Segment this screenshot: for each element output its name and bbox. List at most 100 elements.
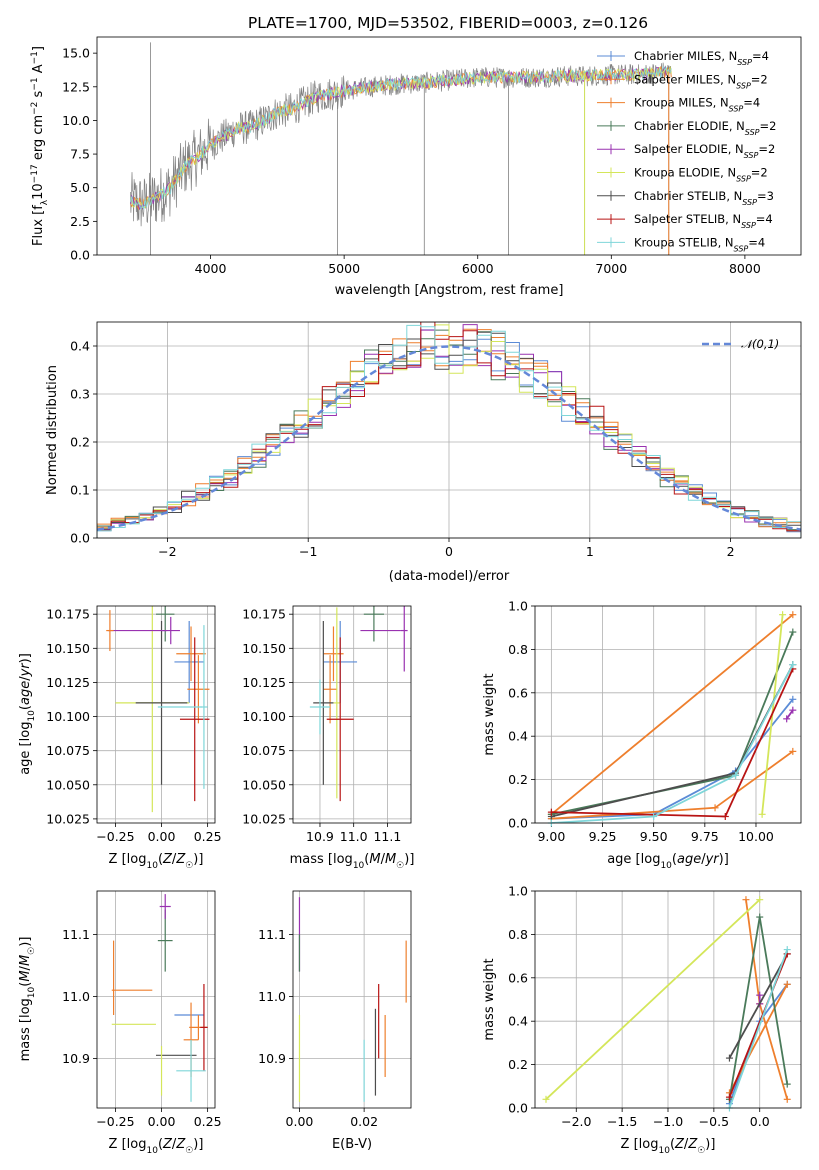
y-tick-label: 11.0 <box>62 989 90 1004</box>
x-axis-label: Z [log10(Z/Z☉)] <box>621 1137 716 1156</box>
massweight-vs-age-panel: 9.00 9.25 9.50 9.75 10.00 0.0 0.2 0.4 0.6 0.8 1.0 a… <box>482 599 802 871</box>
y-tick-label: 0.2 <box>508 1057 528 1072</box>
x-axis-label: Z [log10(Z/Z☉)] <box>109 1137 204 1156</box>
x-tick-label: 10.9 <box>306 829 334 844</box>
mass-vs-metallicity-panel: −0.25 0.00 0.25 10.9 11.0 11.1 Z [log10(Z/Z☉)]… <box>18 890 222 1156</box>
age-vs-mass-panel: 10.9 11.0 11.1 10.025 10.050 10.075 10.100 10.1… <box>242 605 415 871</box>
massweight-line <box>551 668 794 818</box>
y-tick-label: 11.1 <box>62 927 90 942</box>
massweight-line <box>551 664 794 823</box>
age-vs-metallicity-panel: −0.25 0.00 0.25 10.025 10.050 10.075 10.100 10.… <box>18 605 222 871</box>
y-tick-label: 0.2 <box>70 435 90 450</box>
x-tick-label: 9.50 <box>640 829 668 844</box>
y-tick-label: 10.025 <box>242 811 286 826</box>
x-tick-label: −1.5 <box>607 1114 637 1129</box>
y-tick-label: 10.175 <box>242 607 286 622</box>
y-axis-label: mass [log10(M/M☉)] <box>18 937 37 1062</box>
y-tick-label: 10.025 <box>46 811 90 826</box>
y-tick-label: 10.100 <box>242 709 286 724</box>
y-tick-label: 1.0 <box>508 599 528 614</box>
x-tick-label: 0.25 <box>194 829 222 844</box>
model-fit-line <box>130 65 672 209</box>
y-tick-label: 0.4 <box>508 729 528 744</box>
x-tick-label: −0.5 <box>699 1114 729 1129</box>
y-tick-label: 11.1 <box>258 927 286 942</box>
x-tick-label: 10.00 <box>738 829 774 844</box>
y-tick-label: 10.175 <box>46 607 90 622</box>
y-tick-label: 10.075 <box>242 743 286 758</box>
y-tick-label: 10.150 <box>46 641 90 656</box>
x-tick-label: 9.25 <box>589 829 617 844</box>
x-tick-label: −2.0 <box>561 1114 591 1129</box>
x-axis-label: mass [log10(M/M☉)] <box>290 852 415 871</box>
y-axis-label: Normed distribution <box>45 365 60 495</box>
legend-label: 𝒩(0,1) <box>741 337 779 351</box>
y-tick-label: 0.8 <box>508 642 528 657</box>
y-tick-label: 0.2 <box>508 772 528 787</box>
massweight-line <box>745 899 789 1100</box>
massweight-line <box>728 953 788 1059</box>
y-tick-label: 0.8 <box>508 927 528 942</box>
spectrum-panel: 4000 5000 6000 7000 8000 0.0 2.5 5.0 7.5 10.0 12.5… <box>30 36 802 298</box>
massweight-line <box>550 614 794 815</box>
y-tick-label: 2.5 <box>70 214 90 229</box>
x-tick-label: −2 <box>158 544 176 559</box>
y-tick-label: 10.050 <box>242 777 286 792</box>
legend-label: Kroupa STELIB, NSSP=4 <box>634 235 765 253</box>
axes-frame <box>96 605 216 824</box>
y-tick-label: 10.150 <box>242 641 286 656</box>
mass-vs-ebv-panel: 0.00 0.02 10.9 11.0 11.1 E(B-V) <box>258 890 412 1152</box>
histogram-series <box>97 324 801 538</box>
x-tick-label: 7000 <box>595 261 627 276</box>
x-tick-label: 0.0 <box>750 1114 770 1129</box>
x-tick-label: 0.00 <box>286 1114 314 1129</box>
legend-label: Chabrier MILES, NSSP=4 <box>634 49 769 67</box>
y-axis-label: mass weight <box>482 958 497 1040</box>
y-tick-label: 10.0 <box>62 113 90 128</box>
x-tick-label: 0.00 <box>148 1114 176 1129</box>
y-tick-label: 0.6 <box>508 685 528 700</box>
massweight-line <box>545 899 761 1100</box>
y-tick-label: 7.5 <box>70 147 90 162</box>
massweight-line <box>728 949 789 1108</box>
x-tick-label: 2 <box>727 544 735 559</box>
x-tick-label: 1 <box>586 544 594 559</box>
x-tick-label: 6000 <box>462 261 494 276</box>
massweight-line <box>551 631 794 816</box>
legend-label: Salpeter STELIB, NSSP=4 <box>634 212 773 230</box>
y-tick-label: 10.075 <box>46 743 90 758</box>
y-axis-label: mass weight <box>482 673 497 755</box>
y-tick-label: 10.100 <box>46 709 90 724</box>
massweight-line <box>785 709 794 720</box>
legend-label: Kroupa MILES, NSSP=4 <box>634 96 760 114</box>
normal-reference-curve <box>97 345 801 531</box>
y-tick-label: 0.3 <box>70 387 90 402</box>
axes-frame <box>96 321 802 539</box>
x-axis-label: wavelength [Angstrom, rest frame] <box>335 283 564 298</box>
x-axis-label: (data-model)/error <box>389 569 510 584</box>
x-axis-label: E(B-V) <box>332 1137 372 1152</box>
y-tick-label: 0.0 <box>508 816 528 831</box>
x-tick-label: 11.1 <box>373 829 401 844</box>
x-axis-label: Z [log10(Z/Z☉)] <box>109 852 204 871</box>
figure-title: PLATE=1700, MJD=53502, FIBERID=0003, z=0… <box>248 14 648 32</box>
axes-frame <box>96 890 216 1109</box>
y-tick-label: 0.0 <box>70 248 90 263</box>
legend-label: Salpeter ELODIE, NSSP=2 <box>634 142 775 160</box>
x-tick-label: 4000 <box>195 261 227 276</box>
y-tick-label: 11.0 <box>258 989 286 1004</box>
x-tick-label: 11.0 <box>340 829 368 844</box>
massweight-line <box>551 698 794 820</box>
axes-frame <box>292 605 412 824</box>
massweight-line <box>551 664 794 818</box>
axes-frame <box>292 890 412 1109</box>
y-tick-label: 0.0 <box>508 1101 528 1116</box>
y-tick-label: 10.125 <box>46 675 90 690</box>
x-tick-label: −1.0 <box>653 1114 683 1129</box>
y-tick-label: 0.1 <box>70 483 90 498</box>
x-tick-label: 9.00 <box>537 829 565 844</box>
x-axis-label: age [log10(age/yr)] <box>607 852 729 871</box>
y-tick-label: 0.4 <box>508 1014 528 1029</box>
x-tick-label: −1 <box>299 544 317 559</box>
y-tick-label: 10.9 <box>258 1051 286 1066</box>
